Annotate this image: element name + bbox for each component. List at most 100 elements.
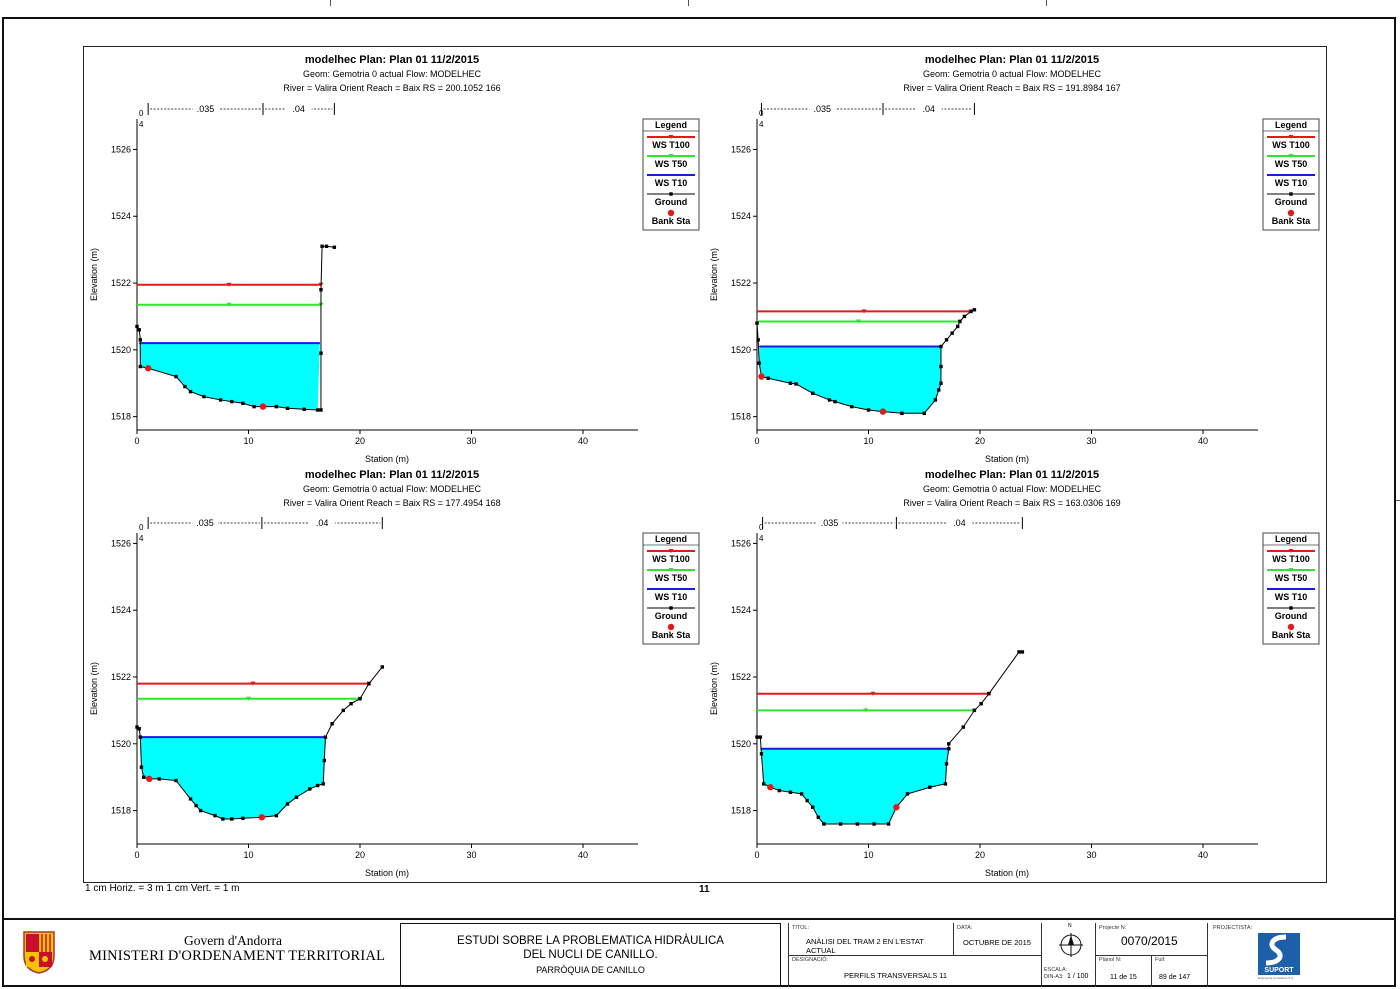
y-tick-label: 1520 [111,345,131,355]
government-name: Govern d'Andorra [184,933,283,948]
y-tick-label: 1526 [731,538,751,548]
chart-subtitle-river: River = Valira Orient Reach = Baix RS = … [903,498,1120,508]
x-tick-label: 10 [243,850,253,860]
legend-marker [668,135,674,139]
top-mark-four: 4 [139,534,144,543]
ground-point [349,702,353,706]
bank-station-point [767,784,774,791]
manning-label: .035 [197,104,215,114]
ground-point [380,665,384,669]
ground-point [958,319,962,324]
manning-label-bg [192,103,219,114]
side-tick [1394,500,1400,501]
ground-point [141,775,146,779]
manning-label-bg [915,103,942,114]
study-title-cell: ESTUDI SOBRE LA PROBLEMATICA HIDRÀULICA … [400,923,781,986]
legend-title: Legend [1275,120,1307,130]
ground-point [323,735,328,739]
legend-marker [668,154,674,158]
ground-point [198,808,203,813]
full-label: Full: [1155,957,1166,963]
ground-point [799,792,804,796]
x-tick-label: 10 [863,850,873,860]
ground-point [928,785,932,789]
ground-point [987,692,991,696]
manning-label-bg [309,517,336,528]
sheet-number: 11 [699,884,710,895]
bank-station-point [879,408,887,415]
ground-point [956,324,960,329]
ground-point [947,742,951,746]
ground-point [755,735,759,739]
ground-point [241,816,245,820]
x-tick-label: 30 [1086,850,1096,860]
legend-marker [669,606,673,610]
ground-point [183,384,187,389]
ground-point [321,782,325,786]
y-tick-label: 1522 [111,672,131,682]
ground-point [972,308,977,312]
chart-1: modelhec Plan: Plan 01 11/2/2015 Geom: Ge… [89,54,700,464]
y-tick-label: 1518 [111,412,131,422]
legend-label: Bank Sta [1272,630,1312,640]
legend-label: WS T50 [1275,159,1308,169]
ground-point [322,758,327,763]
y-tick-label: 1524 [111,211,131,221]
logo-text: SUPORT [1258,967,1300,975]
legend-marker [669,192,673,196]
ground-point [900,411,904,415]
planol-label: Plànol N: [1099,957,1122,963]
ground-point [944,762,949,766]
y-axis-label: Elevation (m) [89,248,99,301]
ground-point [827,398,832,402]
manning-label: .04 [922,104,935,114]
legend-label: WS T100 [652,554,690,564]
bank-station-point [146,775,153,783]
water-surface-marker [861,309,867,314]
legend-label: WS T50 [1275,573,1308,583]
ground-point [943,782,948,786]
ground-point [324,244,329,248]
data-value: OCTUBRE DE 2015 [963,938,1031,947]
x-tick-label: 0 [134,436,139,446]
manning-label-bg [816,517,843,528]
full-value: 89 de 147 [1159,974,1191,981]
ground-point [939,344,943,349]
ground-point [138,338,143,342]
x-tick-label: 30 [466,850,476,860]
north-arrow-icon [1059,933,1083,957]
legend-title: Legend [655,534,687,544]
y-tick-label: 1518 [111,806,131,816]
x-axis-label: Station (m) [985,454,1029,464]
data-cell: DATA: OCTUBRE DE 2015 [954,923,1042,956]
ground-point [358,697,362,701]
ground-point [972,708,977,713]
x-tick-label: 30 [466,436,476,446]
legend-marker [667,623,675,631]
y-axis-label: Elevation (m) [89,662,99,715]
legend-label: WS T10 [655,592,688,602]
study-title-line2: DEL NUCLI DE CANILLO. [523,949,658,961]
chart-subtitle-river: River = Valira Orient Reach = Baix RS = … [283,83,500,93]
projectista-cell: PROJECTISTA: SUPORT Enginyeria Consultor… [1208,923,1394,987]
ground-point [174,778,178,783]
water-surface-marker [870,691,876,696]
chart-title: modelhec Plan: Plan 01 11/2/2015 [925,54,1099,66]
y-tick-label: 1526 [731,144,751,154]
legend-label: WS T50 [655,573,688,583]
chart-subtitle-geom: Geom: Gemotria 0 actual Flow: MODELHEC [923,69,1102,79]
ground-point [905,792,910,796]
manning-label: .04 [316,518,329,528]
water-surface-marker [250,681,256,686]
ground-point [947,747,951,751]
ground-point [341,708,345,713]
plots-panel [83,46,1327,883]
manning-label: .04 [292,104,305,114]
chart-3: modelhec Plan: Plan 01 11/2/2015 Geom: Ge… [89,469,700,878]
ground-point [758,735,763,739]
chart-4: modelhec Plan: Plan 01 11/2/2015 Geom: Ge… [709,469,1320,878]
escala-label: ESCALA: [1044,967,1068,973]
study-title-line3: PARRÒQUIA DE CANILLO [536,965,645,975]
x-tick-label: 0 [754,850,759,860]
ground-point [302,407,306,411]
